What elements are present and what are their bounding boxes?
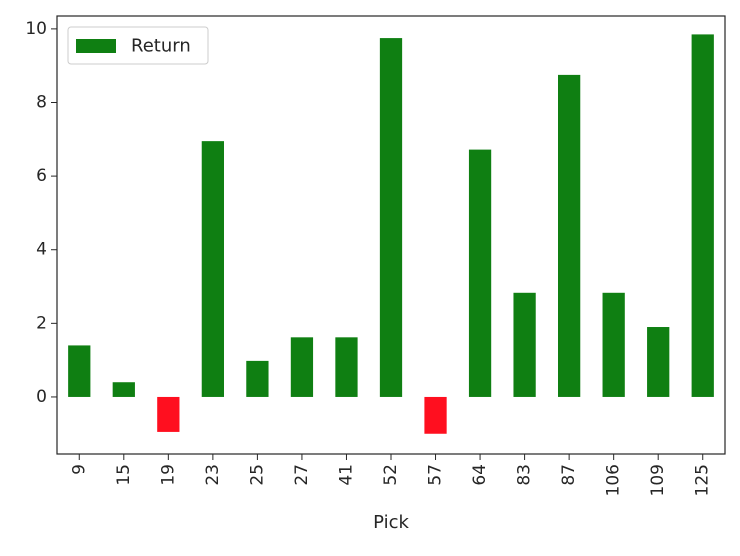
x-axis-label: Pick: [373, 512, 409, 533]
y-tick-label: 4: [36, 240, 47, 260]
bar-57: [424, 396, 447, 434]
bar-125: [691, 34, 714, 397]
plot-frame: [56, 15, 726, 455]
legend-box: [67, 26, 209, 65]
y-tick-label: 6: [36, 166, 47, 186]
x-tick-label: 125: [693, 464, 713, 496]
x-tick-label: 23: [203, 464, 223, 486]
x-tick-label: 19: [158, 464, 178, 486]
legend: Return: [67, 26, 209, 65]
x-tick-label: 25: [247, 464, 267, 486]
legend-swatch: [76, 39, 116, 53]
bar-52: [379, 38, 403, 397]
x-tick-label: 83: [515, 464, 535, 486]
y-axis: 0 2 4 6 8 10: [25, 19, 57, 407]
bar-109: [647, 327, 670, 397]
bar-87: [558, 74, 581, 397]
bar-41: [335, 337, 358, 397]
x-tick-label: 41: [336, 464, 356, 486]
x-tick-label: 27: [292, 464, 312, 486]
bar-23: [201, 141, 224, 397]
bar-19: [157, 396, 180, 432]
bar-25: [246, 360, 269, 397]
x-tick-label: 87: [559, 464, 579, 486]
y-tick-label: 2: [36, 313, 47, 333]
bar-27: [290, 337, 314, 397]
bar-64: [468, 149, 492, 397]
x-axis: 9 15 19 23 25 27 41 52 57 64 83 87 106 109 125: [69, 454, 713, 496]
x-tick-label: 52: [381, 464, 401, 486]
bar-15: [112, 382, 135, 397]
y-tick-label: 0: [36, 387, 47, 407]
plot-area: [68, 34, 714, 434]
x-tick-label: 109: [648, 464, 668, 496]
y-tick-label: 8: [36, 92, 47, 112]
bar-9: [68, 345, 91, 397]
x-tick-label: 57: [426, 464, 446, 486]
legend-label: Return: [131, 36, 191, 57]
bar-83: [513, 292, 536, 397]
x-tick-label: 64: [470, 464, 490, 486]
y-tick-label: 10: [25, 19, 47, 39]
x-tick-label: 15: [114, 464, 134, 486]
bar-106: [602, 292, 625, 397]
x-tick-label: 9: [69, 464, 89, 475]
x-tick-label: 106: [604, 464, 624, 496]
